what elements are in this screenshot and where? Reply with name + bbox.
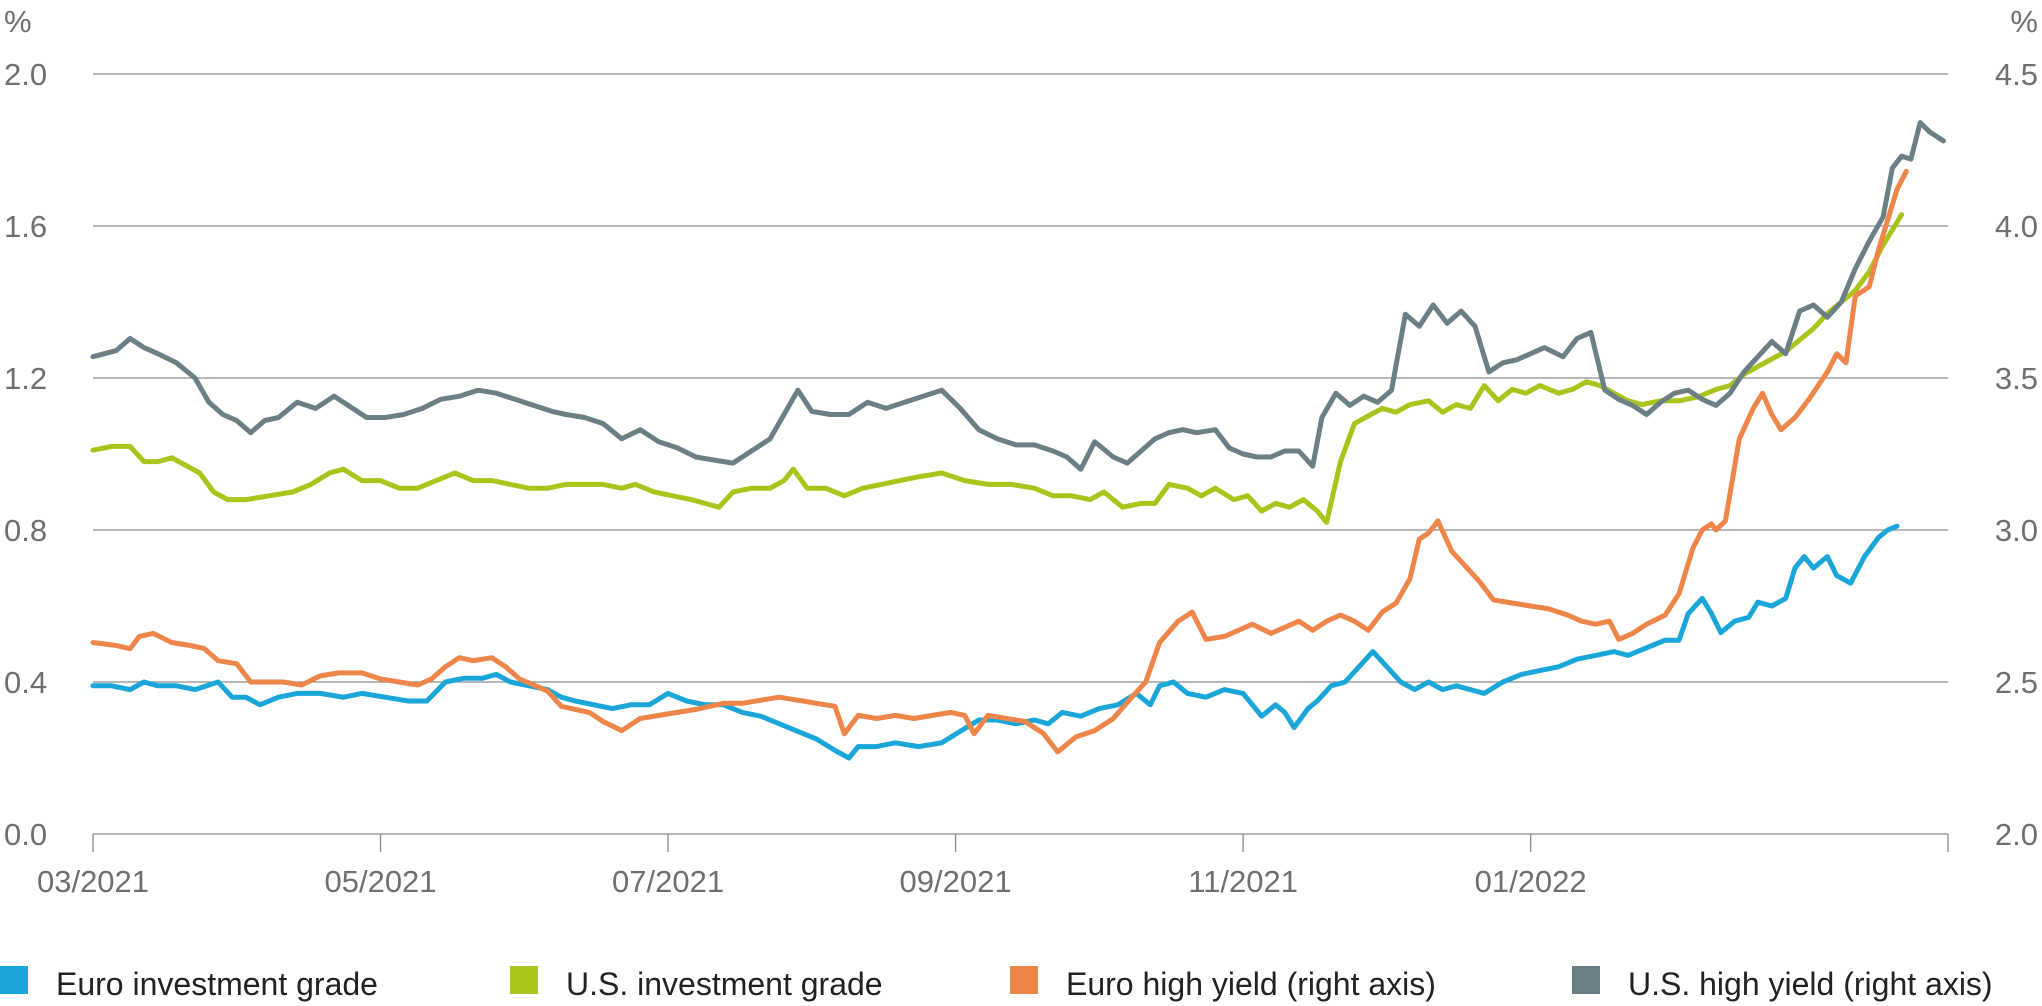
left-tick-label: 1.2 <box>4 361 47 396</box>
legend-label: U.S. high yield (right axis) <box>1628 966 1993 1002</box>
legend-swatch <box>1010 966 1038 994</box>
legend: Euro investment grade U.S. investment gra… <box>0 966 1993 1002</box>
series-line-euro-investment-grade <box>90 523 1900 761</box>
right-tick-label: 4.0 <box>1995 209 2038 244</box>
left-axis-unit: % <box>4 4 32 39</box>
right-tick-label: 4.5 <box>1995 57 2038 92</box>
right-axis-ticks: 2.0 2.5 3.0 3.5 4.0 4.5 <box>1995 57 2038 852</box>
series-lines <box>90 120 1946 761</box>
x-tick-label: 07/2021 <box>612 864 724 899</box>
x-tick-label: 11/2021 <box>1188 864 1298 899</box>
legend-label: Euro high yield (right axis) <box>1066 966 1436 1002</box>
legend-label: U.S. investment grade <box>566 966 883 1002</box>
legend-item: U.S. high yield (right axis) <box>1572 966 1993 1002</box>
x-tick-label: 05/2021 <box>324 864 436 899</box>
left-axis-ticks: 0.0 0.4 0.8 1.2 1.6 2.0 <box>4 57 47 852</box>
legend-swatch <box>0 966 28 994</box>
left-tick-label: 2.0 <box>4 57 47 92</box>
right-tick-label: 3.5 <box>1995 361 2038 396</box>
legend-item: U.S. investment grade <box>510 966 883 1002</box>
x-tick-label: 03/2021 <box>37 864 149 899</box>
legend-item: Euro high yield (right axis) <box>1010 966 1436 1002</box>
right-tick-label: 2.5 <box>1995 665 2038 700</box>
right-tick-label: 2.0 <box>1995 817 2038 852</box>
x-tick-label: 09/2021 <box>900 864 1012 899</box>
series-line-euro-high-yield-right-axis <box>90 168 1909 755</box>
right-axis-unit: % <box>2010 4 2038 39</box>
left-tick-label: 0.8 <box>4 513 47 548</box>
legend-item: Euro investment grade <box>0 966 378 1002</box>
left-tick-label: 0.4 <box>4 665 47 700</box>
right-tick-label: 3.0 <box>1995 513 2038 548</box>
left-tick-label: 0.0 <box>4 817 47 852</box>
left-tick-label: 1.6 <box>4 209 47 244</box>
legend-swatch <box>1572 966 1600 994</box>
x-axis-ticks: 03/2021 05/2021 07/2021 09/2021 11/2021 01/20… <box>37 833 1949 899</box>
legend-label: Euro investment grade <box>56 966 378 1002</box>
legend-swatch <box>510 966 538 994</box>
series-line-u-s-investment-grade <box>90 212 1905 525</box>
series-line-u-s-high-yield-right-axis <box>90 120 1946 472</box>
gridlines <box>93 73 1948 683</box>
x-tick-label: 01/2022 <box>1475 864 1587 899</box>
